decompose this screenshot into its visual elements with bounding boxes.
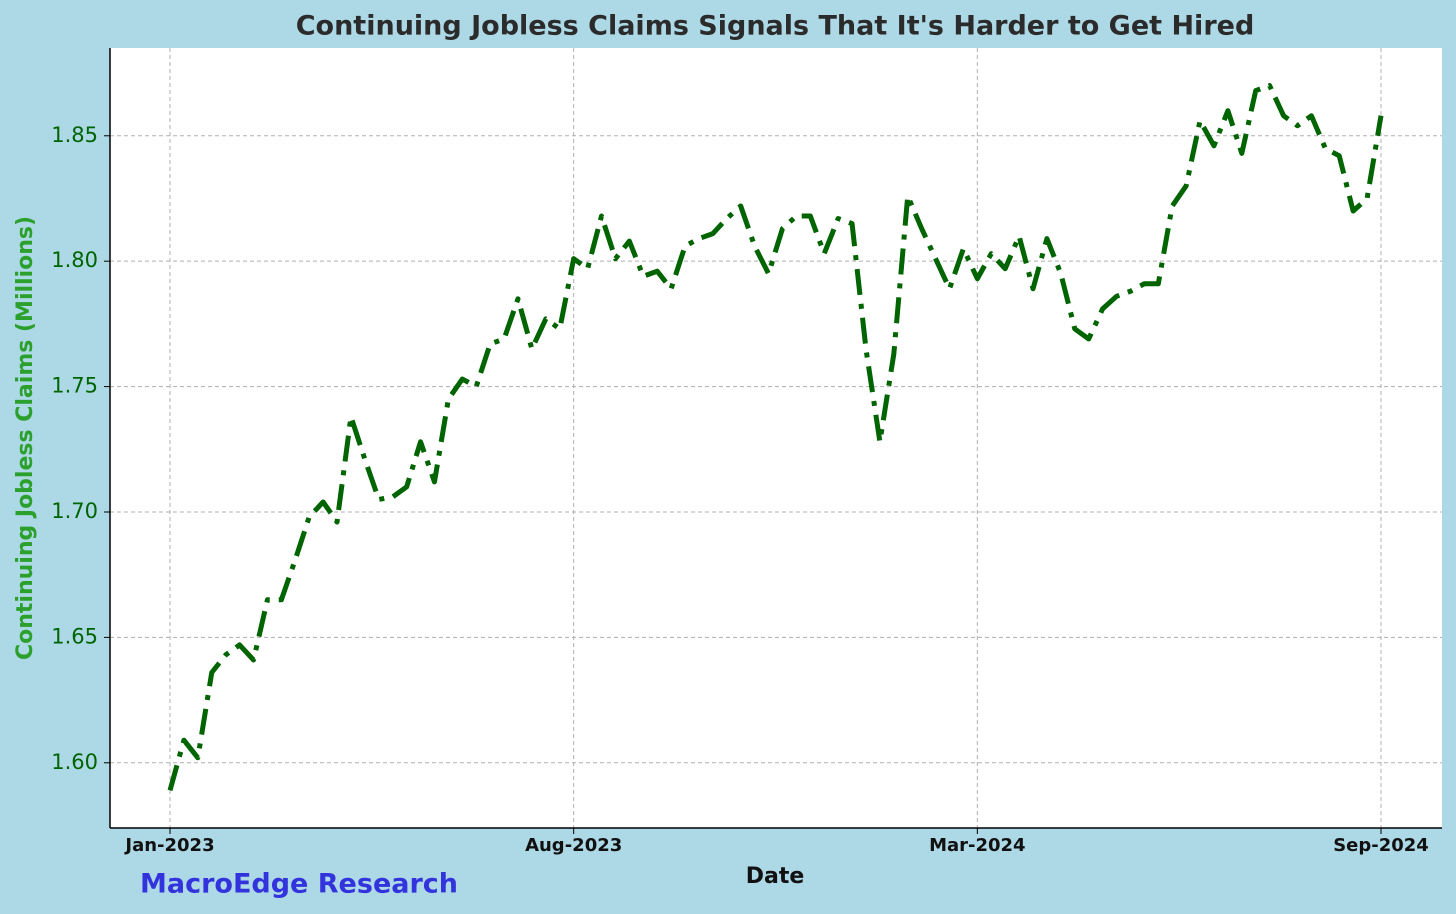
data-line	[167, 83, 1384, 792]
y-tick-label: 1.65	[51, 624, 98, 648]
chart-title: Continuing Jobless Claims Signals That I…	[296, 11, 1255, 42]
x-axis-label: Date	[746, 864, 805, 889]
y-tick-label: 1.60	[51, 750, 98, 774]
x-tick-label: Aug-2023	[525, 835, 622, 856]
y-tick-label: 1.80	[51, 248, 98, 272]
y-axis-label: Continuing Jobless Claims (Millions)	[13, 216, 38, 660]
y-tick-label: 1.70	[51, 499, 98, 523]
y-tick-label: 1.85	[51, 123, 98, 147]
x-tick-label: Mar-2024	[929, 835, 1026, 856]
y-tick-label: 1.75	[51, 374, 98, 398]
watermark: MacroEdge Research	[140, 869, 458, 900]
plot-area	[110, 48, 1442, 828]
x-tick-label: Jan-2023	[123, 835, 214, 856]
x-tick-label: Sep-2024	[1333, 835, 1429, 856]
